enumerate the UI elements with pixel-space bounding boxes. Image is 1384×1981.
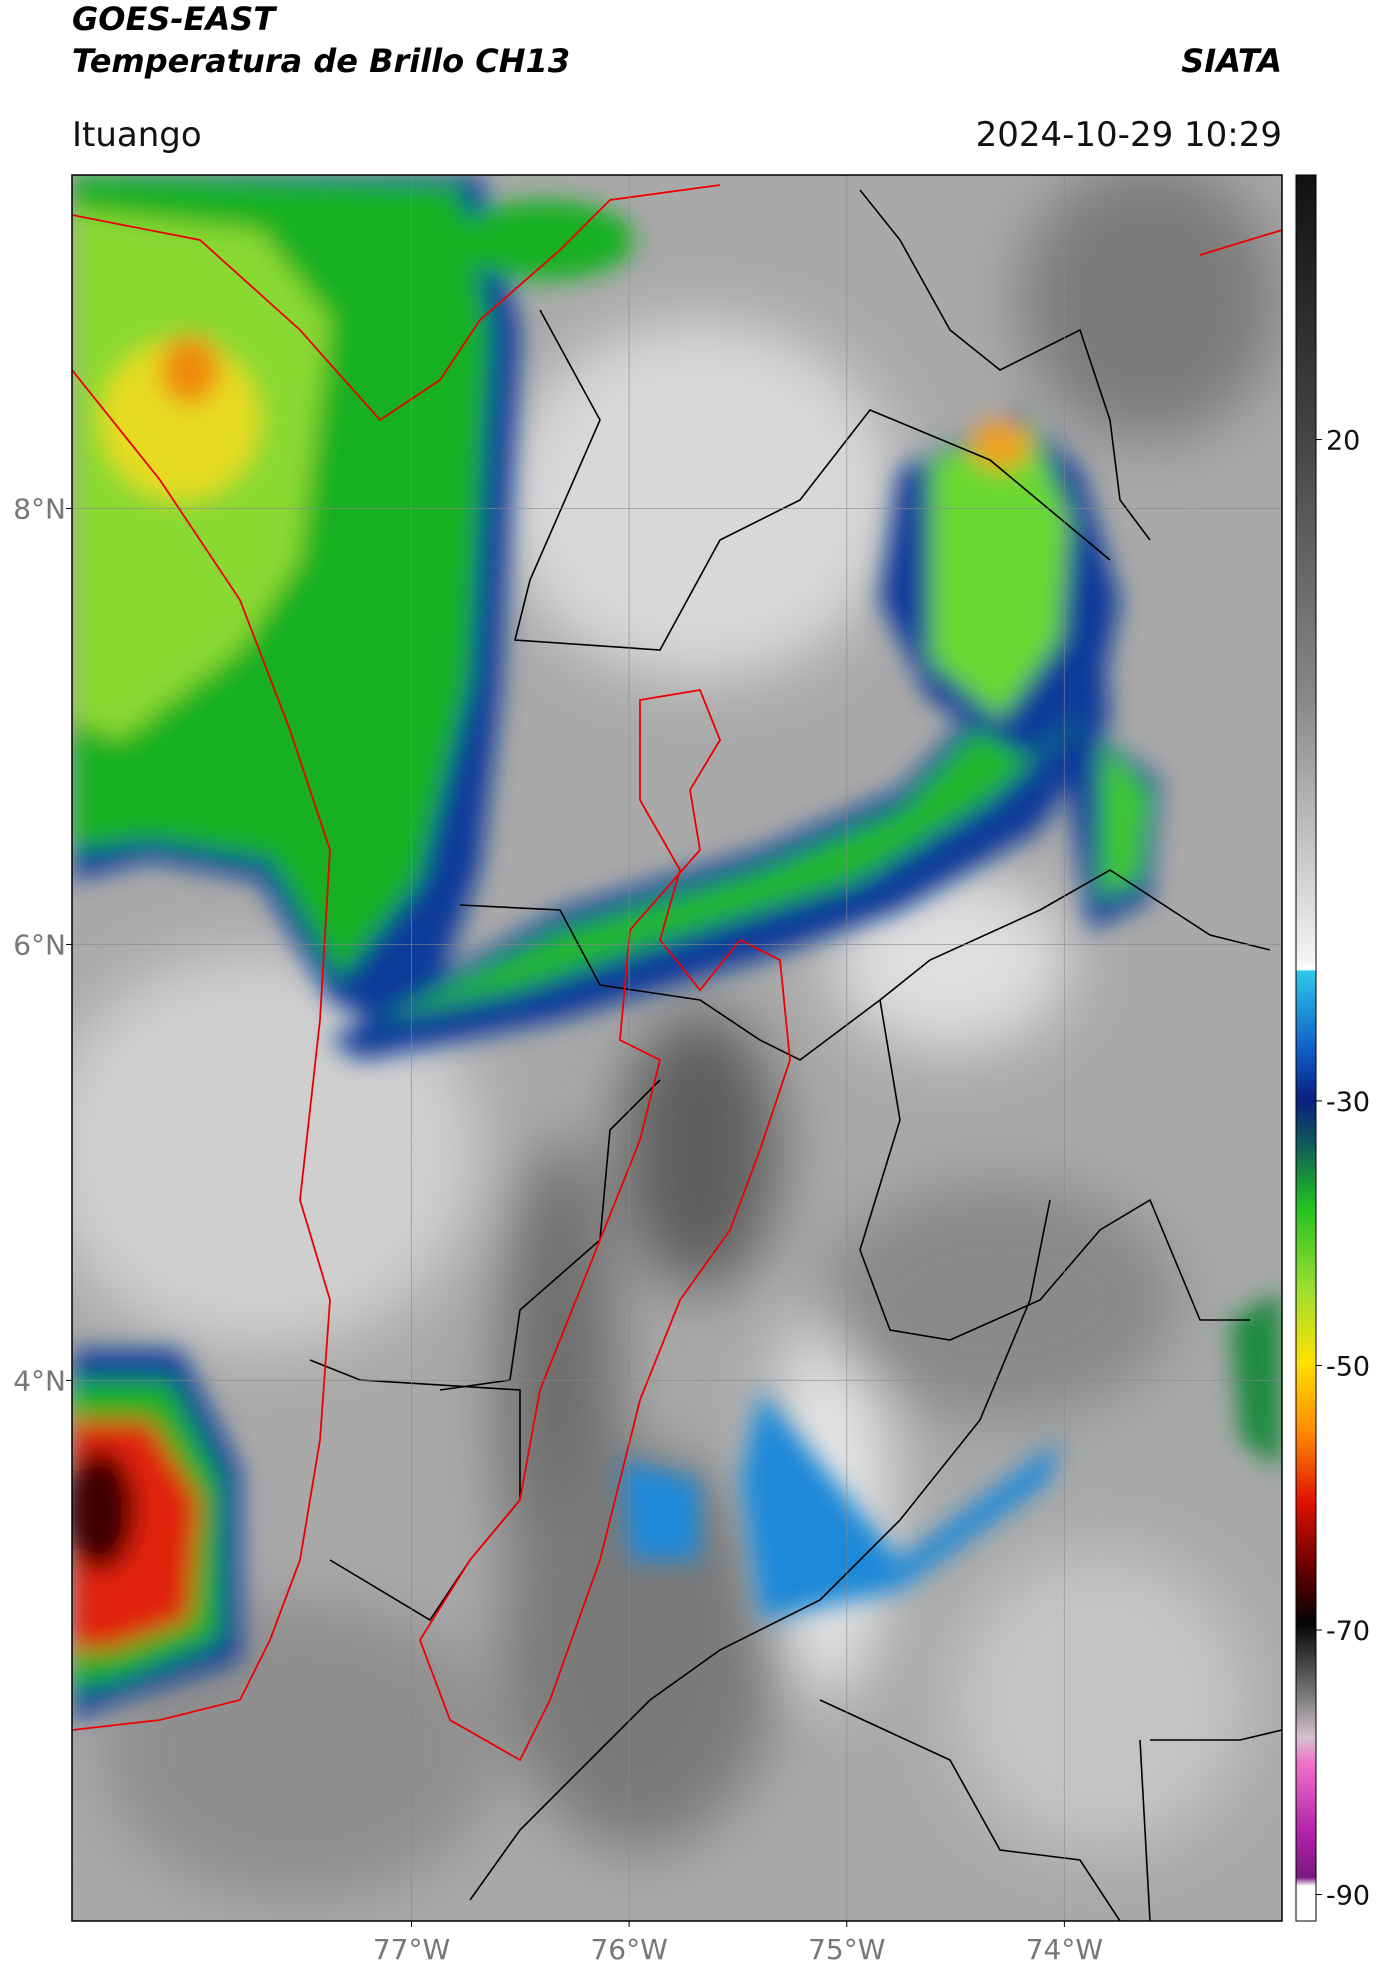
y-tick-label: 4°N: [13, 1364, 66, 1397]
y-tick-label: 8°N: [13, 493, 66, 526]
x-tick-label: 76°W: [590, 1933, 667, 1966]
region: Ituango: [72, 115, 202, 155]
colorbar-tick-label: -90: [1326, 1881, 1370, 1912]
x-tick-label: 75°W: [808, 1933, 885, 1966]
region-outline: [72, 184, 1282, 1762]
colorbar-tick-label: 20: [1326, 426, 1360, 457]
source: SIATA: [1181, 42, 1282, 80]
colorbar-tick-label: -30: [1326, 1087, 1370, 1118]
map-frame: [71, 174, 1283, 1922]
colorbar: [1295, 174, 1317, 1922]
colorbar-tick-label: -50: [1326, 1351, 1370, 1382]
x-tick-label: 77°W: [373, 1933, 450, 1966]
datetime: 2024-10-29 10:29: [976, 115, 1282, 155]
grid: [72, 175, 1282, 1921]
satellite-image: [72, 175, 1282, 1921]
admin-borders: [309, 189, 1282, 1921]
title: GOES-EAST: [72, 0, 277, 38]
y-tick-label: 6°N: [13, 928, 66, 961]
subtitle: Temperatura de Brillo CH13: [72, 42, 570, 80]
x-tick-label: 74°W: [1026, 1933, 1103, 1966]
colorbar-tick-label: -70: [1326, 1616, 1370, 1647]
